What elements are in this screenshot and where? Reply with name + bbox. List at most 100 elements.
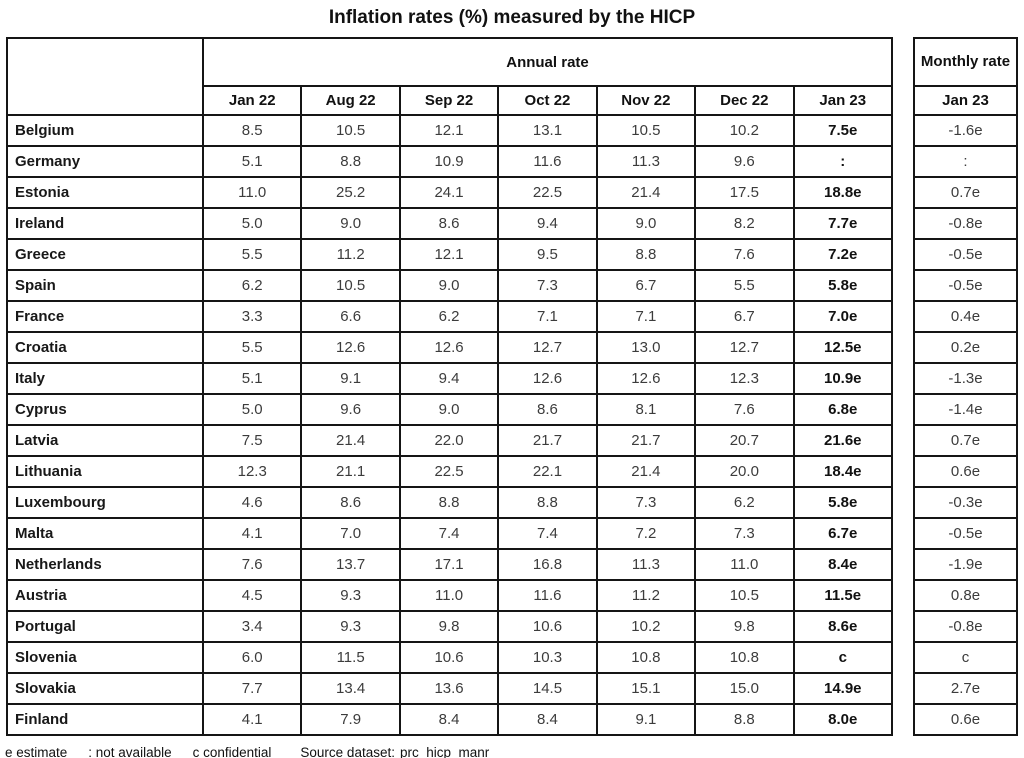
annual-value-cell: 22.0: [398, 424, 500, 457]
annual-value-cell: 15.0: [694, 672, 795, 705]
annual-value-cell: 11.6: [497, 579, 598, 612]
annual-value-cell: 6.7: [595, 269, 697, 302]
table-row: Belgium 8.5 10.5 12.1 13.1 10.5 10.2 7.5e: [6, 114, 894, 147]
annual-value-cell: 8.0e: [792, 703, 894, 736]
annual-value-cell: 21.4: [300, 424, 401, 457]
table-row: Latvia 7.5 21.4 22.0 21.7 21.7 20.7 21.6e: [6, 424, 894, 457]
annual-value-cell: 21.4: [595, 176, 697, 209]
monthly-table-row: 0.8e: [913, 579, 1018, 612]
annual-value-cell: 7.4: [398, 517, 500, 550]
monthly-month-row: Jan 23: [913, 85, 1018, 116]
dataset-link[interactable]: prc_hicp_manr: [399, 745, 490, 758]
annual-value-cell: 5.1: [201, 362, 303, 395]
country-cell: Estonia: [6, 176, 204, 209]
annual-value-cell: 8.8: [595, 238, 697, 271]
annual-value-cell: 11.0: [398, 579, 500, 612]
annual-value-cell: 7.6: [694, 393, 795, 426]
country-cell: Malta: [6, 517, 204, 550]
annual-value-cell: 21.4: [595, 455, 697, 488]
annual-value-cell: 7.4: [497, 517, 598, 550]
monthly-table-row: 0.4e: [913, 300, 1018, 333]
table-row: Croatia 5.5 12.6 12.6 12.7 13.0 12.7 12.5e: [6, 331, 894, 364]
annual-value-cell: 11.2: [300, 238, 401, 271]
annual-value-cell: 6.2: [694, 486, 795, 519]
country-cell: Finland: [6, 703, 204, 736]
corner-cell: [6, 37, 204, 116]
annual-value-cell: 7.1: [595, 300, 697, 333]
monthly-table-row: -0.8e: [913, 610, 1018, 643]
annual-value-cell: 17.1: [398, 548, 500, 581]
annual-value-cell: 9.0: [595, 207, 697, 240]
monthly-value-cell: 0.7e: [913, 424, 1018, 457]
annual-value-cell: 3.3: [201, 300, 303, 333]
tables-container: Annual rate Jan 22 Aug 22 Sep 22 Oct 22 Nov …: [6, 37, 1024, 736]
country-cell: Ireland: [6, 207, 204, 240]
annual-rate-header: Annual rate: [202, 37, 893, 87]
monthly-value-cell: -1.9e: [913, 548, 1018, 581]
annual-value-cell: 4.1: [201, 703, 303, 736]
column-header-jan-23: Jan 23: [792, 85, 894, 116]
country-cell: Slovenia: [6, 641, 204, 674]
annual-value-cell: 8.6: [398, 207, 500, 240]
annual-value-cell: 8.6: [300, 486, 401, 519]
annual-value-cell: 11.3: [595, 548, 697, 581]
monthly-value-cell: :: [913, 145, 1018, 178]
annual-value-cell: 22.5: [398, 455, 500, 488]
page-title: Inflation rates (%) measured by the HICP: [328, 7, 696, 28]
column-header-oct-22: Oct 22: [497, 85, 598, 116]
monthly-table-row: 0.7e: [913, 176, 1018, 209]
annual-value-cell: 12.7: [694, 331, 795, 364]
annual-value-cell: 17.5: [694, 176, 795, 209]
annual-value-cell: 21.1: [300, 455, 401, 488]
annual-value-cell: 13.4: [300, 672, 401, 705]
table-row: Estonia 11.0 25.2 24.1 22.5 21.4 17.5 18.8e: [6, 176, 894, 209]
table-row: Luxembourg 4.6 8.6 8.8 8.8 7.3 6.2 5.8e: [6, 486, 894, 519]
annual-value-cell: 9.8: [398, 610, 500, 643]
annual-value-cell: 10.9e: [792, 362, 894, 395]
country-cell: Portugal: [6, 610, 204, 643]
monthly-value-cell: 2.7e: [913, 672, 1018, 705]
monthly-rate-header: Monthly rate: [913, 37, 1018, 87]
monthly-value-cell: 0.4e: [913, 300, 1018, 333]
annual-value-cell: 7.3: [595, 486, 697, 519]
annual-value-cell: 8.8: [300, 145, 401, 178]
annual-value-cell: 18.8e: [792, 176, 894, 209]
annual-value-cell: 10.9: [398, 145, 500, 178]
monthly-table-row: :: [913, 145, 1018, 178]
footnotes: e estimate : not available c confidentia…: [5, 745, 1024, 758]
annual-value-cell: 5.0: [201, 393, 303, 426]
footnote-confidential: c confidential: [192, 745, 272, 758]
annual-value-cell: 9.4: [398, 362, 500, 395]
annual-value-cell: 21.7: [595, 424, 697, 457]
monthly-value-cell: -1.6e: [913, 114, 1018, 147]
annual-value-cell: 15.1: [595, 672, 697, 705]
annual-value-cell: 8.5: [201, 114, 303, 147]
annual-value-cell: 8.1: [595, 393, 697, 426]
annual-value-cell: 11.5: [300, 641, 401, 674]
annual-value-cell: 8.8: [398, 486, 500, 519]
monthly-table-row: -0.5e: [913, 269, 1018, 302]
annual-value-cell: 5.1: [201, 145, 303, 178]
monthly-column-header-jan-23: Jan 23: [913, 85, 1018, 116]
table-row: France 3.3 6.6 6.2 7.1 7.1 6.7 7.0e: [6, 300, 894, 333]
monthly-value-cell: 0.2e: [913, 331, 1018, 364]
annual-value-cell: 5.8e: [792, 269, 894, 302]
annual-value-cell: 8.4: [398, 703, 500, 736]
annual-value-cell: 7.2e: [792, 238, 894, 271]
annual-value-cell: 18.4e: [792, 455, 894, 488]
country-cell: Slovakia: [6, 672, 204, 705]
annual-value-cell: 10.2: [595, 610, 697, 643]
annual-value-cell: 13.1: [497, 114, 598, 147]
annual-value-cell: c: [792, 641, 894, 674]
source-dataset-label: Source dataset:: [300, 745, 395, 758]
annual-value-cell: 8.2: [694, 207, 795, 240]
annual-value-cell: 7.0e: [792, 300, 894, 333]
annual-value-cell: 9.6: [694, 145, 795, 178]
annual-value-cell: 8.6: [497, 393, 598, 426]
monthly-rate-table: Monthly rate Jan 23 -1.6e:0.7e -0.8e -0.5e…: [913, 37, 1018, 736]
header-row-months: Jan 22 Aug 22 Sep 22 Oct 22 Nov 22 Dec 22 Jan …: [7, 85, 894, 116]
annual-value-cell: 5.5: [201, 331, 303, 364]
country-cell: Germany: [6, 145, 204, 178]
monthly-value-cell: -0.8e: [913, 207, 1018, 240]
annual-value-cell: 21.7: [497, 424, 598, 457]
